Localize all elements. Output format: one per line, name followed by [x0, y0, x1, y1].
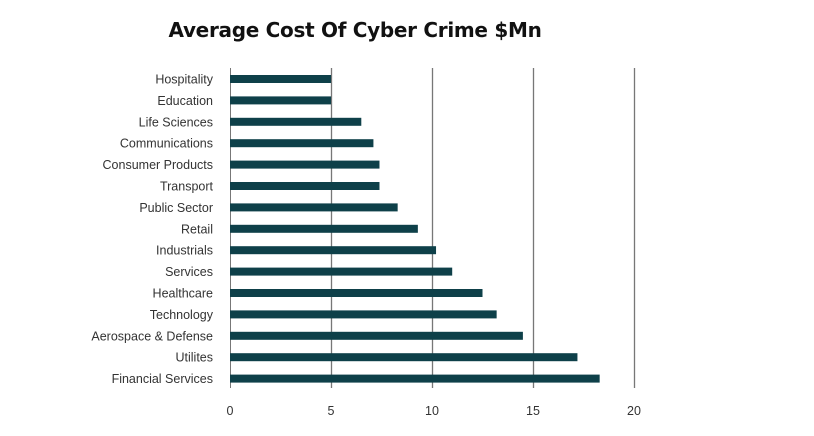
bars [230, 75, 600, 383]
bar [230, 310, 497, 319]
category-label: Financial Services [112, 372, 213, 386]
category-label: Utilites [175, 351, 213, 365]
category-label: Consumer Products [103, 158, 213, 172]
category-label: Education [157, 94, 213, 108]
chart-title: Average Cost Of Cyber Crime $Mn [168, 18, 542, 42]
bar [230, 160, 380, 169]
x-tick-label: 15 [526, 404, 540, 418]
bar [230, 75, 331, 83]
category-label: Healthcare [153, 287, 213, 301]
category-labels: Hospitality Education Life Sciences Communi… [91, 73, 213, 387]
bar [230, 224, 418, 233]
bar [230, 117, 362, 126]
category-label: Technology [150, 308, 214, 322]
category-label: Public Sector [139, 201, 213, 215]
x-tick-label: 20 [627, 404, 641, 418]
category-label: Aerospace & Defense [91, 329, 213, 343]
bar [230, 203, 398, 212]
x-tick-label: 10 [425, 404, 439, 418]
category-label: Industrials [156, 244, 213, 258]
x-axis-ticks: 0 5 10 15 20 [227, 404, 641, 418]
bar [230, 182, 380, 190]
category-label: Life Sciences [139, 115, 213, 129]
bar [230, 246, 437, 255]
bar [230, 139, 374, 148]
x-tick-label: 0 [227, 404, 234, 418]
bar [230, 96, 331, 105]
x-tick-label: 5 [328, 404, 335, 418]
category-label: Hospitality [155, 73, 213, 87]
bar [230, 353, 578, 362]
bar [230, 289, 483, 297]
bar [230, 374, 600, 383]
category-label: Communications [120, 137, 213, 151]
category-label: Services [165, 265, 213, 279]
bar [230, 267, 453, 276]
category-label: Retail [181, 222, 213, 236]
category-label: Transport [160, 180, 214, 194]
bar [230, 331, 523, 340]
